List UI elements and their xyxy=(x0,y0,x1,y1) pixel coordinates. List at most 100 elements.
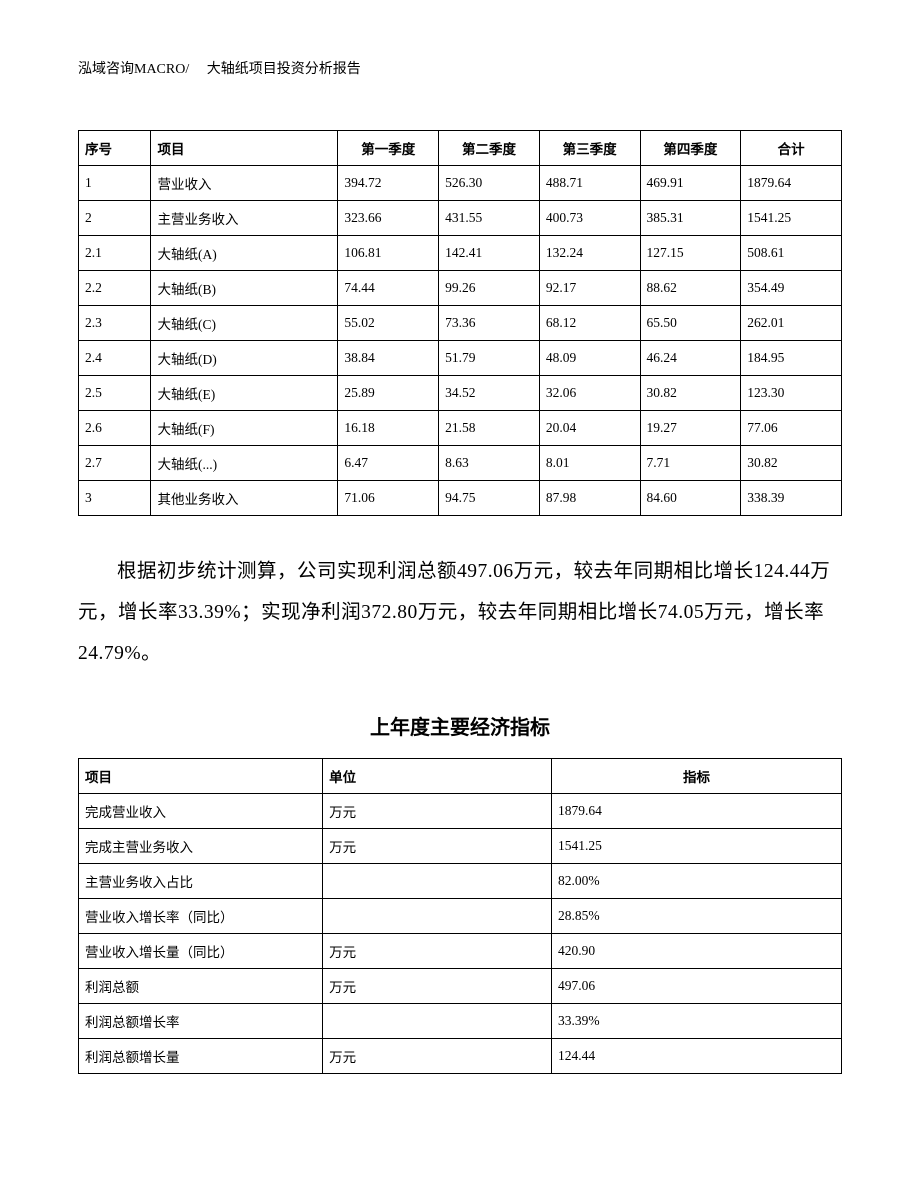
table-cell: 431.55 xyxy=(439,201,540,236)
table-cell: 大轴纸(B) xyxy=(151,271,338,306)
table-cell: 82.00% xyxy=(552,863,842,898)
col-header-seq: 序号 xyxy=(79,131,151,166)
table-cell: 88.62 xyxy=(640,271,741,306)
table-cell: 大轴纸(F) xyxy=(151,411,338,446)
table-cell: 8.01 xyxy=(539,446,640,481)
table-row: 完成主营业务收入万元1541.25 xyxy=(79,828,842,863)
table-cell: 526.30 xyxy=(439,166,540,201)
table-row: 2.7大轴纸(...)6.478.638.017.7130.82 xyxy=(79,446,842,481)
table-cell: 34.52 xyxy=(439,376,540,411)
table-cell: 92.17 xyxy=(539,271,640,306)
table-cell: 400.73 xyxy=(539,201,640,236)
table-cell: 1879.64 xyxy=(741,166,842,201)
table-cell: 1541.25 xyxy=(552,828,842,863)
table-cell: 32.06 xyxy=(539,376,640,411)
page-header: 泓域咨询MACRO/ 大轴纸项目投资分析报告 xyxy=(78,58,842,78)
table-cell: 106.81 xyxy=(338,236,439,271)
col-header-unit: 单位 xyxy=(323,758,552,793)
table-cell: 8.63 xyxy=(439,446,540,481)
table-cell: 2 xyxy=(79,201,151,236)
table-cell: 73.36 xyxy=(439,306,540,341)
table-cell: 2.7 xyxy=(79,446,151,481)
table-cell: 1879.64 xyxy=(552,793,842,828)
indicators-table: 项目 单位 指标 完成营业收入万元1879.64完成主营业务收入万元1541.2… xyxy=(78,758,842,1074)
table-row: 2.3大轴纸(C)55.0273.3668.1265.50262.01 xyxy=(79,306,842,341)
table-cell: 2.2 xyxy=(79,271,151,306)
table-cell: 71.06 xyxy=(338,481,439,516)
table-cell: 30.82 xyxy=(741,446,842,481)
table-cell: 营业收入 xyxy=(151,166,338,201)
table-cell: 营业收入增长量（同比） xyxy=(79,933,323,968)
table-cell: 99.26 xyxy=(439,271,540,306)
table-cell: 营业收入增长率（同比） xyxy=(79,898,323,933)
table-cell: 万元 xyxy=(323,793,552,828)
table-cell: 其他业务收入 xyxy=(151,481,338,516)
table-cell: 大轴纸(C) xyxy=(151,306,338,341)
table-cell: 33.39% xyxy=(552,1003,842,1038)
table-header-row: 项目 单位 指标 xyxy=(79,758,842,793)
col-header-q3: 第三季度 xyxy=(539,131,640,166)
table-row: 利润总额增长率 33.39% xyxy=(79,1003,842,1038)
table-row: 2.6大轴纸(F)16.1821.5820.0419.2777.06 xyxy=(79,411,842,446)
table-cell: 3 xyxy=(79,481,151,516)
table-cell: 508.61 xyxy=(741,236,842,271)
table-cell: 大轴纸(...) xyxy=(151,446,338,481)
table-cell: 21.58 xyxy=(439,411,540,446)
table-cell: 6.47 xyxy=(338,446,439,481)
table-cell: 19.27 xyxy=(640,411,741,446)
table-cell: 497.06 xyxy=(552,968,842,1003)
table-cell: 30.82 xyxy=(640,376,741,411)
table-row: 完成营业收入万元1879.64 xyxy=(79,793,842,828)
table-cell: 262.01 xyxy=(741,306,842,341)
table-cell: 25.89 xyxy=(338,376,439,411)
table-cell: 84.60 xyxy=(640,481,741,516)
table-cell: 488.71 xyxy=(539,166,640,201)
table-cell: 123.30 xyxy=(741,376,842,411)
col-header-indicator: 指标 xyxy=(552,758,842,793)
table-cell: 394.72 xyxy=(338,166,439,201)
table-cell: 利润总额 xyxy=(79,968,323,1003)
table-cell: 7.71 xyxy=(640,446,741,481)
table-cell: 2.4 xyxy=(79,341,151,376)
table-cell: 利润总额增长率 xyxy=(79,1003,323,1038)
col-header-proj: 项目 xyxy=(79,758,323,793)
table-cell: 16.18 xyxy=(338,411,439,446)
table-row: 2.1大轴纸(A)106.81142.41132.24127.15508.61 xyxy=(79,236,842,271)
table-cell: 38.84 xyxy=(338,341,439,376)
table-row: 2主营业务收入323.66431.55400.73385.311541.25 xyxy=(79,201,842,236)
table-cell: 万元 xyxy=(323,933,552,968)
table-cell: 20.04 xyxy=(539,411,640,446)
table-cell: 94.75 xyxy=(439,481,540,516)
table-cell: 大轴纸(A) xyxy=(151,236,338,271)
table-header-row: 序号 项目 第一季度 第二季度 第三季度 第四季度 合计 xyxy=(79,131,842,166)
col-header-total: 合计 xyxy=(741,131,842,166)
table-cell: 354.49 xyxy=(741,271,842,306)
table-cell: 主营业务收入 xyxy=(151,201,338,236)
table-cell: 87.98 xyxy=(539,481,640,516)
table-cell: 大轴纸(D) xyxy=(151,341,338,376)
table-row: 利润总额增长量万元124.44 xyxy=(79,1038,842,1073)
table-row: 3其他业务收入71.0694.7587.9884.60338.39 xyxy=(79,481,842,516)
table-cell: 48.09 xyxy=(539,341,640,376)
paragraph-summary: 根据初步统计测算，公司实现利润总额497.06万元，较去年同期相比增长124.4… xyxy=(78,552,842,675)
table-cell: 万元 xyxy=(323,1038,552,1073)
col-header-item: 项目 xyxy=(151,131,338,166)
table-cell: 2.5 xyxy=(79,376,151,411)
table-cell: 28.85% xyxy=(552,898,842,933)
table-cell: 127.15 xyxy=(640,236,741,271)
table-cell: 385.31 xyxy=(640,201,741,236)
table-row: 2.2大轴纸(B)74.4499.2692.1788.62354.49 xyxy=(79,271,842,306)
table-cell: 利润总额增长量 xyxy=(79,1038,323,1073)
table-cell: 338.39 xyxy=(741,481,842,516)
table-cell: 77.06 xyxy=(741,411,842,446)
quarterly-revenue-table: 序号 项目 第一季度 第二季度 第三季度 第四季度 合计 1营业收入394.72… xyxy=(78,130,842,516)
table-cell: 132.24 xyxy=(539,236,640,271)
table-cell xyxy=(323,898,552,933)
table-cell: 万元 xyxy=(323,828,552,863)
table-cell: 大轴纸(E) xyxy=(151,376,338,411)
table-cell: 55.02 xyxy=(338,306,439,341)
table-row: 营业收入增长量（同比）万元420.90 xyxy=(79,933,842,968)
table-cell: 420.90 xyxy=(552,933,842,968)
table-cell: 万元 xyxy=(323,968,552,1003)
col-header-q2: 第二季度 xyxy=(439,131,540,166)
